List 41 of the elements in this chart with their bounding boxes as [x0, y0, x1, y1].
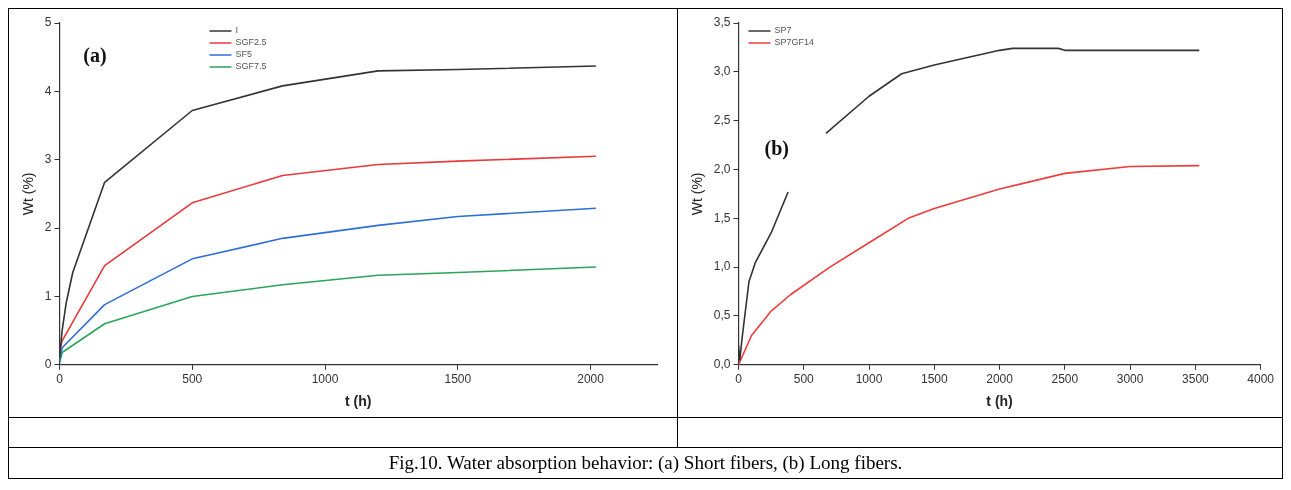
y-axis-title: Wt (%)	[20, 172, 37, 216]
x-tick-label: 3000	[1116, 372, 1144, 387]
x-tick-label: 500	[182, 372, 203, 387]
y-tick-label: 3	[44, 152, 52, 167]
legend-label: SGF2.5	[235, 37, 267, 48]
y-tick-label: 3,5	[713, 15, 731, 30]
y-tick-label: 4	[44, 83, 52, 98]
legend-label: SGF7.5	[235, 61, 267, 72]
x-tick-label: 2000	[986, 372, 1014, 387]
caption: Fig.10. Water absorption behavior: (a) Short fibers, (b) Long fibers.	[387, 452, 904, 474]
legend-label: SF5	[235, 49, 252, 60]
y-tick-label: 3,0	[713, 64, 731, 79]
y-tick-label: 2	[44, 220, 52, 235]
y-tick-label: 0	[44, 357, 52, 372]
x-axis-title: t (h)	[986, 393, 1013, 410]
x-tick-label: 0	[735, 372, 743, 387]
x-tick-label: 1500	[920, 372, 948, 387]
y-tick-label: 2,5	[713, 112, 731, 127]
x-tick-label: 2000	[577, 372, 605, 387]
legend-label: SP7GF14	[774, 37, 815, 48]
x-tick-label: 2500	[1051, 372, 1079, 387]
annotation: (a)	[83, 44, 107, 68]
y-tick-label: 1,5	[713, 210, 731, 225]
x-tick-label: 500	[793, 372, 815, 387]
x-axis-title: t (h)	[345, 393, 372, 410]
x-tick-label: 4000	[1247, 372, 1275, 387]
x-tick-label: 3500	[1182, 372, 1210, 387]
y-tick-label: 0,0	[713, 357, 731, 372]
legend-label: I	[235, 25, 238, 36]
y-axis-title: Wt (%)	[689, 172, 706, 216]
y-tick-label: 1,0	[713, 259, 731, 274]
y-tick-label: 5	[44, 15, 52, 30]
annotation: (b)	[764, 136, 790, 160]
x-tick-label: 1000	[855, 372, 883, 387]
x-tick-label: 1500	[444, 372, 472, 387]
y-tick-label: 0,5	[713, 308, 731, 323]
y-tick-label: 1	[44, 288, 52, 303]
y-tick-label: 2,0	[713, 161, 731, 176]
legend-label: SP7	[774, 25, 792, 36]
x-tick-label: 0	[56, 372, 64, 387]
x-tick-label: 1000	[311, 372, 339, 387]
